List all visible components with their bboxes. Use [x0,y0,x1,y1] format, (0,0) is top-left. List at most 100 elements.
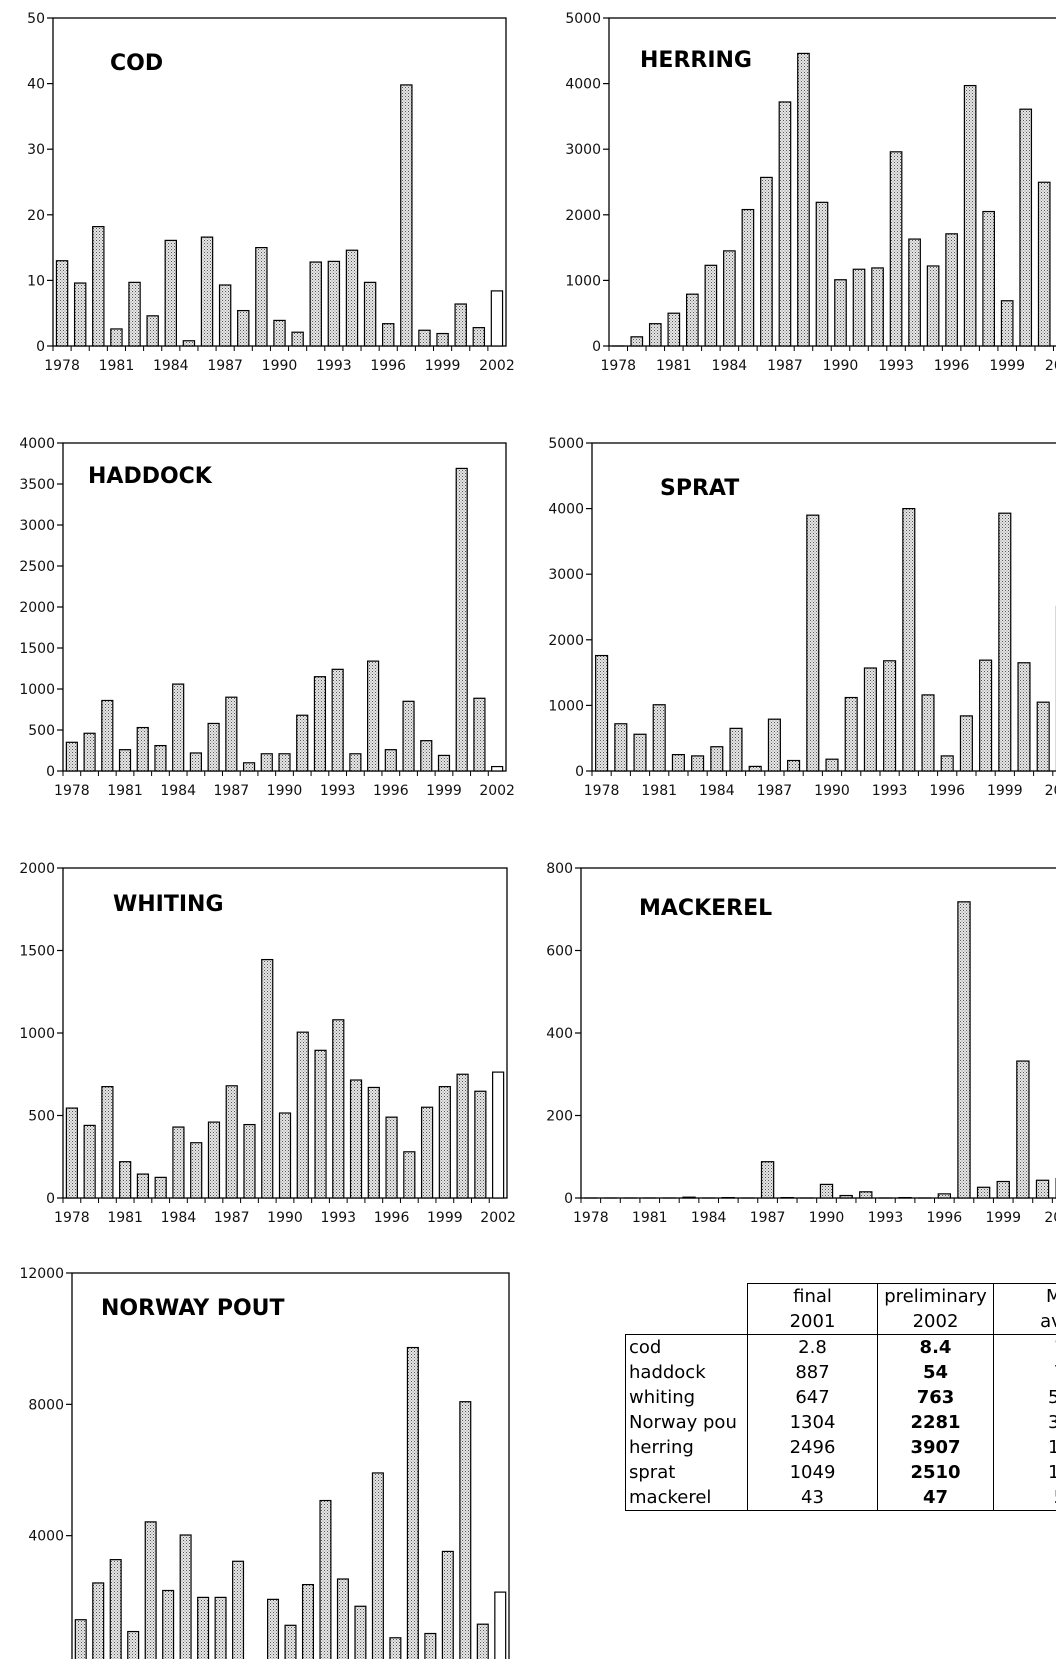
x-tick-label: 1987 [750,1210,786,1226]
bar [237,309,250,347]
bar [278,1112,292,1199]
bar [65,741,78,772]
bar [382,323,395,347]
bar [162,1589,175,1659]
x-tick-label: 1993 [320,783,356,799]
bar [371,1472,384,1659]
bar [73,282,87,347]
bar [182,340,196,347]
x-tick-label: 1987 [214,783,250,799]
bar [313,676,327,772]
bar [119,1161,132,1199]
value-cell: 2281 [877,1410,994,1435]
bar [682,1196,696,1199]
y-tick-label: 1500 [19,944,55,960]
bar [473,697,486,772]
bar [859,1191,873,1199]
table-header-cell: av 7 [993,1309,1056,1335]
y-tick-label: 0 [46,1191,55,1207]
table-header-cell [626,1284,748,1310]
bar [74,1619,87,1659]
bar [902,507,916,772]
y-tick-label: 2000 [19,861,55,877]
value-cell: 30 [993,1410,1056,1435]
x-tick-label: 1981 [632,1210,668,1226]
value-cell: 2.8 [747,1334,878,1360]
y-tick-label: 3000 [565,142,601,158]
bar [243,1123,256,1199]
bar [1036,701,1050,772]
bar [979,659,993,772]
bar [278,753,291,772]
bar [110,328,123,347]
value-cell: 647 [747,1385,878,1410]
bar [420,1106,434,1199]
y-tick-label: 4000 [565,77,601,93]
bar [760,1161,775,1199]
y-tick-label: 500 [28,1109,55,1125]
x-tick-label: 2002 [479,783,515,799]
x-tick-label: 1978 [54,1210,90,1226]
y-tick-label: 30 [27,142,45,158]
bar [200,236,214,347]
table-header-cell [625,1309,748,1335]
bar [633,733,647,772]
x-tick-label: 1999 [985,1210,1021,1226]
species-cell: whiting [625,1385,748,1410]
norway-pout-chart: 0400080001200019781981198419871990199319… [19,1266,510,1659]
y-tick-label: 600 [546,944,573,960]
bar [1035,1179,1050,1199]
bar [834,279,847,347]
bar [1016,1060,1030,1199]
bar [128,281,141,347]
table-header-row: final preliminary ME [626,1283,1056,1310]
x-tick-label: 1987 [757,783,793,799]
bar [349,753,362,772]
table-header-cell: preliminary [877,1283,994,1309]
bar [363,281,377,347]
y-tick-label: 1000 [19,1026,55,1042]
bar [787,759,801,772]
whiting-chart: 0 500 1000 1500 2000 1978 1981 1984 1987 1990 1993… [19,861,516,1226]
bar [926,265,940,347]
value-cell: 887 [747,1360,878,1385]
bar [883,660,897,772]
bar [172,683,185,772]
x-tick-label: 1999 [427,1210,463,1226]
bar [760,176,773,347]
bar [741,208,755,347]
bar [438,1086,451,1199]
x-tick-label: 2002 [480,1210,516,1226]
x-tick-label: 1978 [573,1210,609,1226]
y-tick-label: 2500 [19,559,55,575]
sprat-chart: 0 1000 2000 3000 4000 5000 1978 1981 1984 1987 199… [548,436,1056,799]
x-tick-label: 1996 [374,1210,410,1226]
y-tick-label: 0 [36,339,45,355]
bar [146,315,159,347]
y-tick-label: 3000 [19,518,55,534]
bar [118,749,132,772]
x-tick-label: 1999 [426,783,462,799]
bar [671,754,685,772]
x-tick-label: 1987 [214,1210,250,1226]
bar [614,723,628,772]
species-cell: sprat [625,1460,748,1485]
chart-title: COD [110,51,163,76]
y-tick-label: 10 [27,273,45,289]
value-cell: 5 [993,1485,1056,1511]
bar [218,284,232,347]
value-cell: 54 [877,1360,994,1385]
x-tick-label: 2002 [1045,358,1056,374]
bar [190,1142,203,1199]
bar-preliminary [492,1071,505,1199]
bar [982,210,996,347]
x-tick-label: 1981 [656,358,692,374]
x-tick-label: 1978 [584,783,620,799]
bar [844,696,858,772]
bar [959,715,973,772]
value-cell: 8.4 [877,1334,994,1360]
bar [331,668,344,772]
x-tick-label: 1996 [370,358,406,374]
bar [595,654,609,772]
